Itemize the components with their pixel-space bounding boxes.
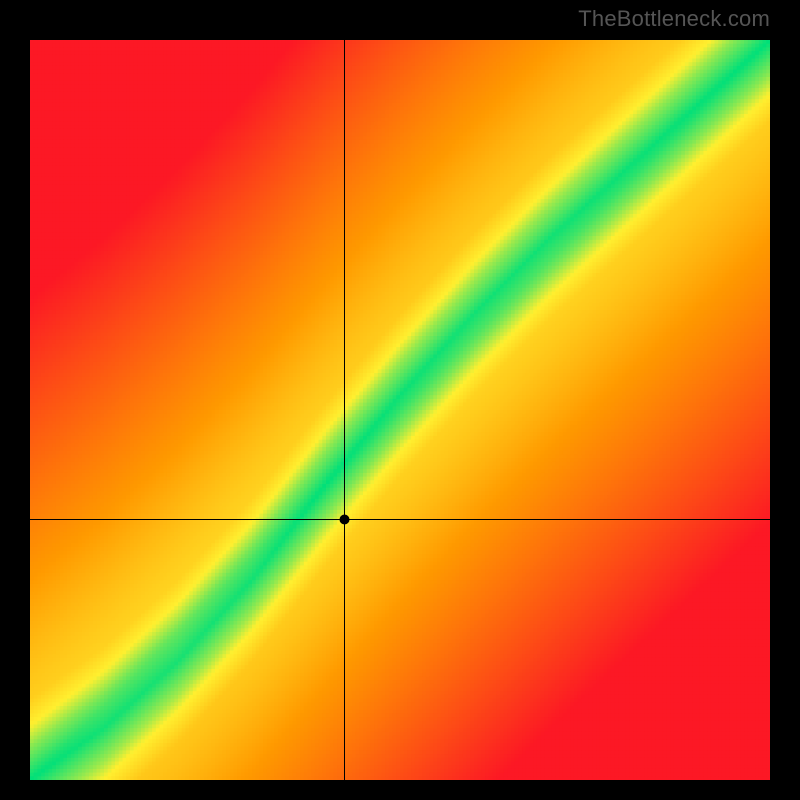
crosshair-marker [340, 515, 350, 525]
watermark-text: TheBottleneck.com [578, 6, 770, 32]
bottleneck-heatmap [30, 40, 770, 780]
heatmap-cells [30, 40, 770, 780]
